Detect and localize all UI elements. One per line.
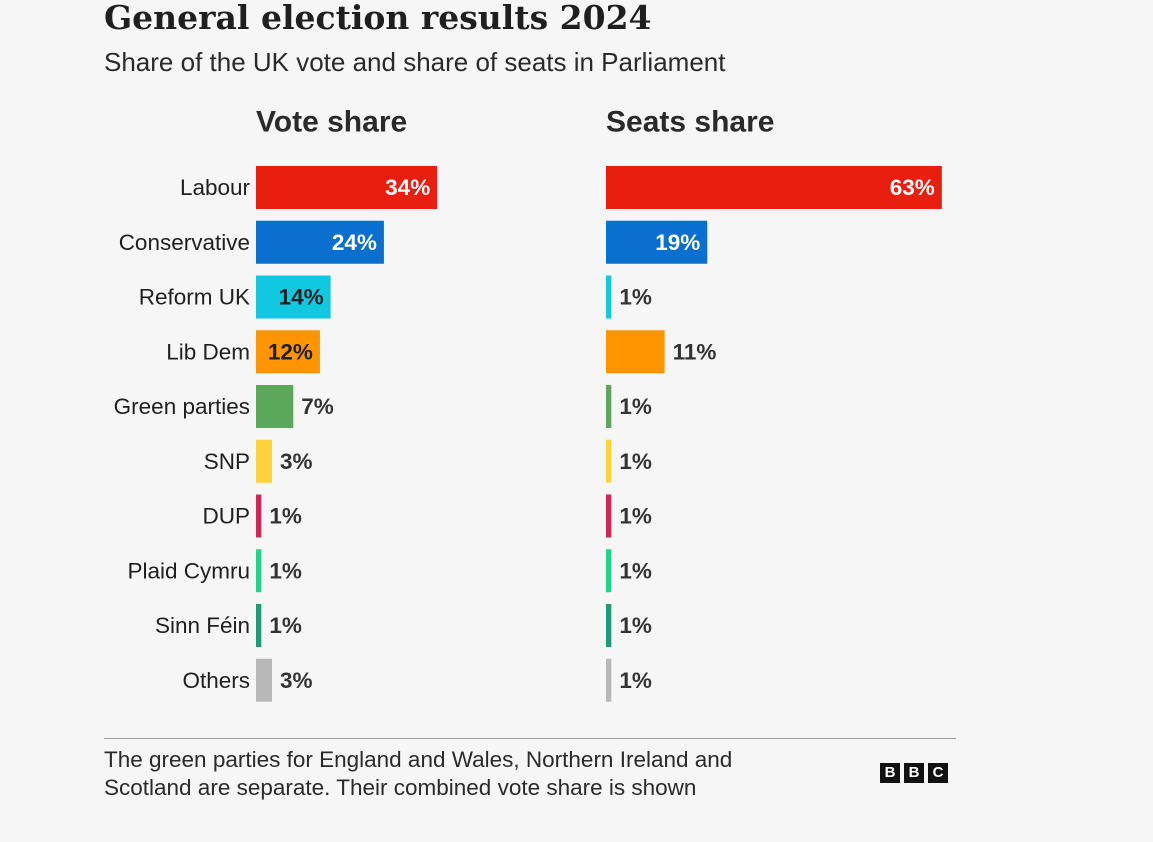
data-label: 14% xyxy=(279,285,324,310)
category-label: Conservative xyxy=(119,230,250,255)
footnote: The green parties for England and Wales,… xyxy=(104,747,733,800)
bar xyxy=(256,658,272,702)
chart-subtitle: Share of the UK vote and share of seats … xyxy=(104,47,726,77)
data-label: 3% xyxy=(280,668,313,693)
panel-title: Seats share xyxy=(606,106,774,139)
bar xyxy=(256,549,262,593)
data-label: 1% xyxy=(619,285,652,310)
bar xyxy=(606,494,612,538)
category-label: Plaid Cymru xyxy=(127,558,250,583)
bar xyxy=(256,439,272,483)
data-label: 34% xyxy=(385,175,430,200)
data-label: 1% xyxy=(619,504,652,529)
bbc-logo: B B C xyxy=(880,763,948,783)
data-label: 19% xyxy=(655,230,700,255)
category-label: Sinn Féin xyxy=(155,613,250,638)
data-label: 1% xyxy=(269,558,302,583)
bar xyxy=(256,166,438,209)
data-label: 1% xyxy=(619,558,652,583)
category-label: Lib Dem xyxy=(166,339,250,364)
data-label: 1% xyxy=(619,394,652,419)
bar xyxy=(606,166,942,209)
data-label: 1% xyxy=(269,613,302,638)
data-label: 11% xyxy=(673,339,717,364)
category-label: Reform UK xyxy=(139,285,250,310)
data-label: 1% xyxy=(619,668,652,693)
bar xyxy=(606,439,612,483)
footer-divider xyxy=(104,738,956,739)
bar xyxy=(606,604,612,647)
category-label: Green parties xyxy=(114,394,250,419)
data-label: 24% xyxy=(332,230,377,255)
bar xyxy=(256,220,384,264)
bar xyxy=(256,494,262,538)
bbc-logo-letter: B xyxy=(880,763,900,783)
bbc-logo-letter: B xyxy=(904,763,924,783)
data-label: 1% xyxy=(619,449,652,474)
category-label: Labour xyxy=(180,175,251,200)
bar xyxy=(606,330,665,374)
bbc-logo-letter: C xyxy=(928,763,948,783)
category-label: DUP xyxy=(202,504,250,529)
panel-title: Vote share xyxy=(256,106,407,139)
bar xyxy=(256,275,331,319)
bar xyxy=(606,220,708,264)
bar xyxy=(606,658,612,702)
chart-title: General election results 2024 xyxy=(104,0,652,37)
bar xyxy=(606,275,612,319)
data-label: 63% xyxy=(890,175,935,200)
data-label: 1% xyxy=(269,504,302,529)
bar xyxy=(606,385,612,428)
data-label: 12% xyxy=(268,339,313,364)
bar xyxy=(256,604,262,647)
category-label: Others xyxy=(182,668,250,693)
data-label: 3% xyxy=(280,449,313,474)
data-label: 7% xyxy=(301,394,334,419)
bar xyxy=(606,549,612,593)
bar xyxy=(256,385,294,428)
bar xyxy=(256,330,320,374)
data-label: 1% xyxy=(619,613,652,638)
category-label: SNP xyxy=(204,449,250,474)
